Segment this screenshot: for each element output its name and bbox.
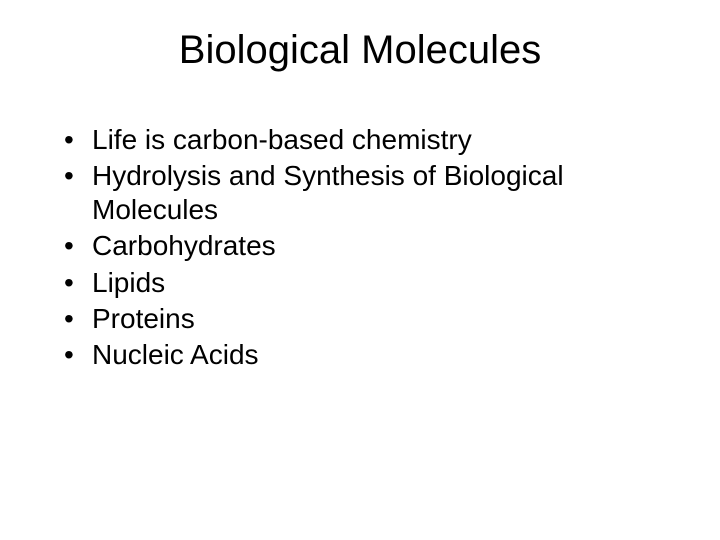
list-item: Carbohydrates: [64, 229, 670, 263]
list-item: Hydrolysis and Synthesis of Biological M…: [64, 159, 670, 227]
list-item: Nucleic Acids: [64, 338, 670, 372]
list-item: Lipids: [64, 266, 670, 300]
bullet-list: Life is carbon-based chemistry Hydrolysi…: [50, 123, 670, 372]
list-item: Proteins: [64, 302, 670, 336]
slide: Biological Molecules Life is carbon-base…: [0, 0, 720, 540]
slide-title: Biological Molecules: [50, 28, 670, 73]
list-item: Life is carbon-based chemistry: [64, 123, 670, 157]
